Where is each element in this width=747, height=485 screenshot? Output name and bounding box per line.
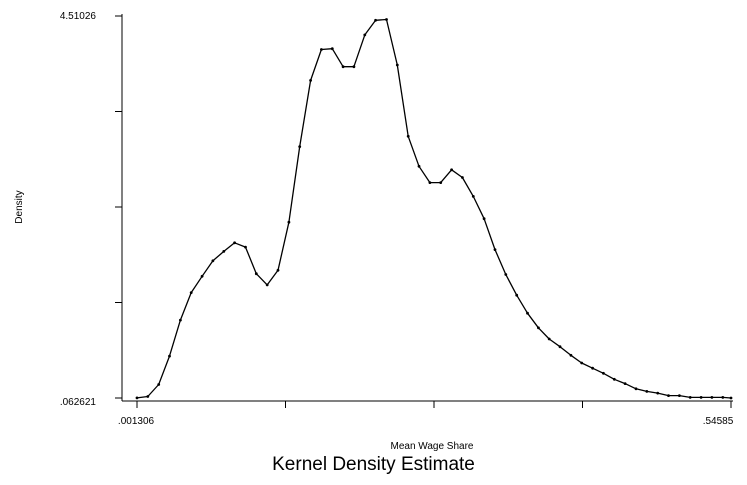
x-tick-label-min: .001306 [118,416,155,427]
x-axis-label: Mean Wage Share [390,441,473,452]
density-point [482,217,486,221]
density-point [547,337,551,341]
x-tick-label-max: .54585 [703,416,734,427]
density-point [298,145,302,149]
density-point [450,168,453,172]
chart-caption: Kernel Density Estimate [272,454,475,475]
density-point [385,18,388,21]
density-points [135,18,733,400]
density-point [244,245,247,249]
density-point [656,391,660,395]
density-point [341,65,345,69]
density-point [374,18,377,22]
density-point [710,396,714,399]
density-point [580,361,584,365]
density-point [526,311,529,315]
density-point [612,377,616,381]
density-point [667,394,670,397]
density-point [602,371,605,375]
density-point [537,326,540,330]
density-point [439,181,443,185]
density-point [179,318,182,322]
density-point [363,33,367,37]
density-point [678,394,681,397]
density-point [233,241,237,245]
density-point [352,65,356,69]
density-point [330,47,334,51]
density-point [417,164,421,168]
y-tick-label-max: 4.51026 [60,11,97,22]
density-point [591,366,594,370]
density-point [406,134,410,138]
density-point [461,176,464,179]
density-point [157,383,161,386]
density-point [515,293,519,297]
density-point [189,291,193,294]
density-point [309,79,312,82]
density-point [135,396,139,400]
density-point [265,283,269,287]
density-point [395,63,399,67]
density-point [320,48,323,51]
density-point [729,396,733,400]
density-point [569,353,573,357]
density-point [168,354,171,358]
density-point [471,195,475,198]
density-point [688,396,692,399]
density-point [504,273,508,276]
density-point [493,248,497,252]
y-tick-label-min: .062621 [60,397,97,408]
density-curve [136,18,732,399]
density-point [428,181,432,185]
density-point [254,272,258,276]
x-axis-ticks [136,401,732,408]
y-axis-label: Density [14,190,25,223]
density-point [634,387,638,391]
density-point [200,274,204,278]
density-point [558,345,562,349]
density-point [645,390,649,393]
density-point [721,396,725,399]
density-point [211,259,215,263]
density-point [276,268,280,272]
density-point [287,220,291,224]
density-point [699,396,703,399]
density-point [146,395,150,398]
density-point [222,250,226,253]
y-axis-ticks [115,15,122,399]
density-point [623,382,627,385]
